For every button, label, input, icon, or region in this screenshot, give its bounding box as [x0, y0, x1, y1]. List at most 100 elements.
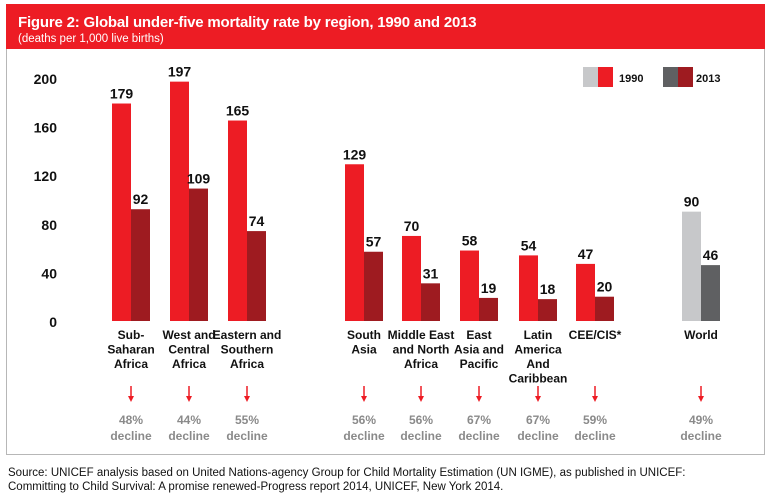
data-label-2013: 31 — [423, 265, 439, 281]
decline-label: decline — [343, 429, 385, 443]
bar-2013 — [364, 251, 383, 321]
category-label: Southern — [221, 343, 274, 357]
data-label-1990: 54 — [521, 237, 537, 253]
legend-swatch-1990-world — [583, 67, 598, 87]
decline-arrow-head — [592, 396, 598, 402]
decline-arrow-head — [186, 396, 192, 402]
category-label: Middle East — [388, 328, 455, 342]
legend-label-1990: 1990 — [619, 73, 643, 85]
y-tick-label: 160 — [34, 120, 58, 136]
category-label: America — [514, 343, 562, 357]
data-label-1990: 47 — [578, 246, 594, 262]
category-label: Central — [168, 343, 209, 357]
data-label-1990: 197 — [168, 64, 192, 80]
decline-label: decline — [517, 429, 559, 443]
figure-header: Figure 2: Global under-five mortality ra… — [6, 4, 765, 49]
bar-1990 — [682, 211, 701, 321]
bar-2013 — [189, 188, 208, 321]
category-label: World — [684, 328, 718, 342]
category-label: Africa — [114, 357, 148, 371]
y-tick-label: 200 — [34, 71, 58, 87]
decline-percent: 56% — [352, 413, 376, 427]
y-tick-label: 120 — [34, 168, 58, 184]
category-label: Caribbean — [509, 372, 568, 386]
bar-2013 — [538, 299, 557, 321]
decline-percent: 48% — [119, 413, 143, 427]
decline-arrow-head — [418, 396, 424, 402]
data-label-1990: 179 — [110, 86, 134, 102]
decline-percent: 49% — [689, 413, 713, 427]
data-label-1990: 58 — [462, 233, 478, 249]
data-label-2013: 92 — [133, 191, 149, 207]
decline-label: decline — [680, 429, 722, 443]
decline-label: decline — [400, 429, 442, 443]
category-label: CEE/CIS* — [569, 328, 622, 342]
y-tick-label: 0 — [49, 314, 57, 330]
bar-2013 — [701, 265, 720, 321]
category-label: Africa — [404, 357, 438, 371]
data-label-2013: 109 — [187, 171, 211, 187]
legend-swatch-2013 — [678, 67, 693, 87]
bar-1990 — [228, 120, 247, 322]
figure-subtitle: (deaths per 1,000 live births) — [18, 33, 164, 45]
decline-arrow-head — [698, 396, 704, 402]
decline-arrow-head — [244, 396, 250, 402]
category-label: Eastern and — [213, 328, 282, 342]
decline-arrow-head — [128, 396, 134, 402]
bar-1990 — [112, 103, 131, 321]
legend-label-2013: 2013 — [696, 73, 720, 85]
category-label: Saharan — [107, 343, 154, 357]
figure-title: Figure 2: Global under-five mortality ra… — [18, 14, 477, 31]
bar-1990 — [576, 263, 595, 321]
data-label-1990: 165 — [226, 103, 250, 119]
data-label-2013: 18 — [540, 281, 556, 297]
data-label-2013: 57 — [366, 234, 382, 250]
data-label-1990: 90 — [684, 194, 700, 210]
data-label-2013: 46 — [703, 247, 719, 263]
decline-label: decline — [226, 429, 268, 443]
source-line-1: Source: UNICEF analysis based on United … — [8, 467, 686, 479]
bar-1990 — [402, 235, 421, 321]
category-label: Africa — [172, 357, 206, 371]
bar-2013 — [479, 297, 498, 321]
bar-1990 — [345, 164, 364, 321]
data-label-2013: 74 — [249, 213, 265, 229]
category-label: And — [526, 357, 549, 371]
category-label: Latin — [524, 328, 553, 342]
decline-label: decline — [110, 429, 152, 443]
decline-percent: 59% — [583, 413, 607, 427]
source-line-2: Committing to Child Survival: A promise … — [8, 481, 504, 493]
decline-percent: 67% — [467, 413, 491, 427]
category-label: South — [347, 328, 381, 342]
decline-arrow-head — [476, 396, 482, 402]
decline-arrow-head — [535, 396, 541, 402]
bar-1990 — [519, 255, 538, 321]
data-label-2013: 19 — [481, 280, 497, 296]
decline-label: decline — [458, 429, 500, 443]
decline-label: decline — [574, 429, 616, 443]
category-label: Pacific — [460, 357, 499, 371]
decline-percent: 55% — [235, 413, 259, 427]
bar-2013 — [247, 231, 266, 321]
category-label: Africa — [230, 357, 264, 371]
decline-arrow-head — [361, 396, 367, 402]
bar-2013 — [421, 283, 440, 321]
data-label-2013: 20 — [597, 279, 613, 295]
bar-1990 — [460, 250, 479, 321]
category-label: Sub- — [118, 328, 145, 342]
decline-percent: 56% — [409, 413, 433, 427]
bar-1990 — [170, 81, 189, 322]
decline-label: decline — [168, 429, 210, 443]
category-label: West and — [162, 328, 215, 342]
category-label: Asia — [351, 343, 377, 357]
legend-swatch-2013-world — [663, 67, 678, 87]
decline-percent: 44% — [177, 413, 201, 427]
data-label-1990: 129 — [343, 146, 367, 162]
legend-swatch-1990 — [598, 67, 613, 87]
y-tick-label: 40 — [41, 265, 57, 281]
bar-2013 — [595, 296, 614, 321]
category-label: and North — [393, 343, 450, 357]
decline-percent: 67% — [526, 413, 550, 427]
y-tick-label: 80 — [41, 217, 57, 233]
